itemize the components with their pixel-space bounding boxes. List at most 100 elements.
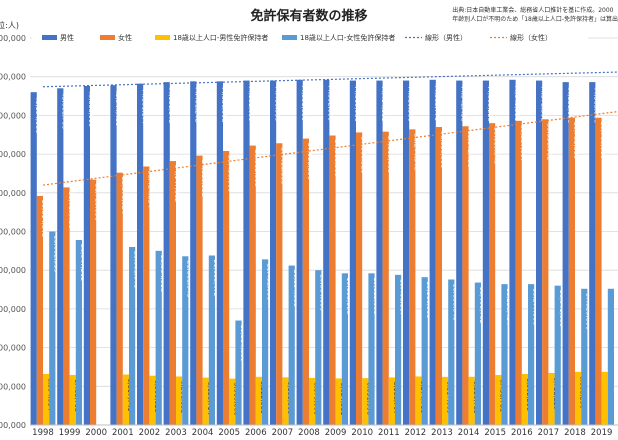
x-tick-label: 2003 — [165, 428, 187, 438]
y-tick-label: 25,000,000 — [0, 228, 26, 237]
bar-data-label: 34,147,982 — [173, 165, 181, 202]
bar — [462, 126, 469, 426]
bar — [435, 127, 442, 425]
bar — [36, 195, 43, 425]
bar-data-label: 44,572,592 — [539, 85, 547, 122]
bar-data-label: 39,700,000 — [599, 122, 607, 159]
bar-data-label: 43,194,066 — [34, 96, 42, 133]
bar-data-label: 33,424,854 — [147, 170, 155, 207]
bar — [403, 80, 410, 425]
x-axis: 1998 1999 2000 2001 2002 2003 2004 2005 2006 2007… — [30, 424, 618, 438]
x-tick-label: 2018 — [564, 428, 586, 438]
bar-data-label: 23,947,212 — [79, 244, 87, 281]
bar — [270, 80, 277, 425]
legend-label: 女性 — [118, 33, 132, 42]
bar-data-label: 19,408,867 — [398, 279, 406, 316]
bar — [143, 166, 150, 425]
legend-label: 線形（女性） — [510, 33, 552, 42]
bar — [116, 172, 123, 425]
bar — [155, 250, 162, 425]
bar-data-label: 38,642,456 — [466, 130, 474, 167]
bar — [468, 376, 475, 425]
bar-data-label: 18,258,454 — [505, 288, 513, 325]
bar-data-label: 44,351,000 — [566, 86, 574, 123]
bar — [575, 371, 582, 425]
bar — [30, 92, 37, 426]
bar — [442, 376, 449, 425]
bar — [276, 143, 283, 425]
chart-title: 免許保有者数の推移 — [250, 8, 367, 24]
bar — [75, 240, 82, 425]
x-tick-label: 2009 — [325, 428, 347, 438]
bar — [382, 131, 389, 426]
bar-data-label: 43,944,439 — [114, 89, 122, 126]
x-tick-label: 2001 — [112, 428, 134, 438]
bar-data-label: 43,601,709 — [61, 92, 69, 129]
bar — [243, 80, 250, 425]
bar — [362, 378, 369, 425]
bar — [190, 81, 197, 426]
bar-data-label: 38,530,000 — [439, 131, 447, 168]
bar-data-label: 18,277,000 — [531, 288, 539, 325]
bar — [262, 259, 269, 425]
source-note-line1: 出典:日本自動車工業会、総務省人口推計を基に作成。2000 — [452, 7, 614, 14]
bar — [255, 376, 262, 425]
y-tick-label: 30,000,000 — [0, 189, 26, 198]
bar — [110, 85, 117, 426]
bar — [489, 123, 496, 425]
bar-data-label: 19,186,900 — [425, 281, 433, 318]
bar-data-label: 31,723,838 — [93, 184, 101, 221]
x-tick-label: 2005 — [218, 428, 240, 438]
bar-data-label: 44,551,000 — [300, 84, 308, 121]
bar — [122, 374, 129, 425]
bar-data-label: 43,853,000 — [87, 90, 95, 127]
bar — [176, 376, 183, 425]
bar-data-label: 44,386,998 — [220, 85, 228, 122]
bar — [368, 273, 375, 425]
bar — [296, 79, 303, 426]
legend-swatch — [282, 35, 297, 40]
bar — [282, 377, 289, 425]
bar — [376, 80, 383, 425]
bar — [149, 375, 156, 425]
bar-data-label: 19,655,000 — [345, 277, 353, 314]
bar — [388, 377, 395, 425]
bar — [562, 82, 569, 426]
legend-swatch — [155, 35, 170, 40]
bar-data-label: 34,820,532 — [200, 160, 208, 197]
bar — [315, 270, 322, 425]
bar-data-label: 30,787,450 — [67, 191, 75, 228]
bar-data-label: 44,454,993 — [380, 85, 388, 122]
bar — [196, 155, 203, 425]
bar-data-label: 36,418,600 — [280, 147, 288, 184]
bar — [509, 79, 516, 426]
x-tick-label: 2012 — [405, 428, 427, 438]
bar — [335, 378, 342, 425]
legend-label: 男性 — [60, 33, 74, 42]
y-tick-label: 45,000,000 — [0, 73, 26, 82]
legend-swatch — [42, 35, 57, 40]
bar — [229, 378, 236, 425]
bar-data-label: 44,542,458 — [460, 85, 468, 122]
legend-label: 線形（男性） — [425, 33, 467, 42]
x-tick-label: 2014 — [458, 428, 480, 438]
x-tick-label: 2010 — [351, 428, 373, 438]
bar — [356, 132, 363, 426]
bar-data-label: 37,028,800 — [306, 143, 314, 180]
bar-data-label: 44,383,000 — [593, 86, 601, 123]
bar-data-label: 21,452,000 — [265, 263, 273, 300]
bar — [323, 79, 330, 426]
bar — [216, 81, 223, 426]
bar-data-label: 17,629,000 — [585, 293, 593, 330]
bar — [83, 85, 90, 425]
x-tick-label: 2011 — [378, 428, 400, 438]
x-tick-label: 2006 — [245, 428, 267, 438]
bar — [521, 373, 528, 425]
bar-data-label: 20,654,000 — [292, 270, 300, 307]
bar-data-label: 44,640,998 — [513, 84, 521, 121]
source-note-line2: 年齢別人口が不明のため「18歳以上人口-免許保持者」は算出 — [452, 16, 618, 23]
bar-data-label: 44,401,248 — [194, 85, 202, 122]
bar — [223, 151, 230, 425]
bar — [568, 117, 575, 426]
bar-data-label: 20,064,000 — [319, 274, 327, 311]
